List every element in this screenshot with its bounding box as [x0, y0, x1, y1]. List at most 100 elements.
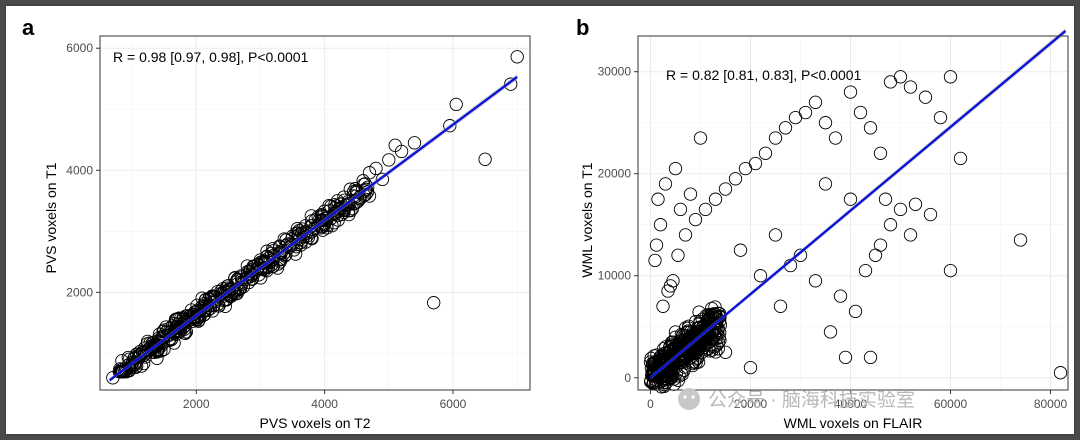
chart-svg: a 2000 4000 6000 2000 4000 6000 R = 0.98 [0.… [22, 15, 1069, 431]
data-point [848, 304, 863, 319]
data-point [943, 70, 958, 84]
data-point [708, 300, 722, 314]
data-point [427, 296, 441, 310]
data-point [697, 338, 712, 352]
data-point [893, 70, 908, 84]
data-point [694, 328, 708, 342]
y-axis-title-a: PVS voxels on T1 [43, 162, 59, 273]
data-point [903, 80, 918, 94]
panel-b: b 0 10000 20000 30000 0 20000 40000 60000 80000… [576, 15, 1069, 431]
data-point [653, 218, 668, 232]
data-point [253, 253, 268, 267]
data-point [1053, 366, 1068, 380]
y-tick-label: 6000 [66, 41, 93, 55]
x-tick-label: 80000 [1034, 397, 1068, 411]
data-point [277, 232, 291, 246]
data-point [708, 192, 723, 206]
data-point [692, 305, 706, 319]
y-tick-label: 0 [624, 371, 631, 385]
data-point [478, 152, 492, 166]
data-point [688, 212, 703, 227]
data-point [312, 217, 326, 231]
y-ticks-b: 0 10000 20000 30000 [598, 65, 638, 385]
x-tick-label: 4000 [311, 397, 338, 411]
data-point [664, 335, 679, 350]
panel-frame-b [637, 35, 1069, 391]
panel-letter-b: b [576, 15, 589, 40]
data-point [808, 274, 823, 288]
data-point [668, 161, 683, 176]
data-point [683, 187, 698, 201]
data-point [178, 326, 192, 340]
data-point [382, 153, 396, 167]
data-point [510, 50, 524, 64]
data-point [656, 299, 670, 313]
data-point [728, 172, 743, 186]
x-tick-label: 6000 [440, 397, 467, 411]
x-ticks-b: 0 20000 40000 60000 80000 [647, 390, 1068, 411]
data-point [331, 204, 345, 219]
data-point [883, 75, 898, 89]
data-point [778, 121, 793, 135]
y-tick-label: 4000 [66, 163, 93, 177]
data-point [768, 228, 783, 242]
data-point [305, 214, 319, 228]
data-point [748, 156, 763, 171]
x-axis-title-a: PVS voxels on T2 [259, 415, 370, 431]
y-axis-title-b: WML voxels on T1 [579, 162, 595, 277]
grid-b [638, 36, 1068, 390]
panel-frame-a [99, 35, 531, 391]
data-point [279, 233, 293, 247]
data-point [228, 271, 242, 285]
data-point [121, 350, 135, 365]
data-point [358, 184, 372, 198]
data-point [116, 365, 130, 379]
data-point [449, 97, 463, 112]
data-point [843, 85, 858, 99]
data-point [119, 361, 133, 375]
data-point [943, 263, 958, 278]
data-point [252, 259, 266, 273]
fit-line-group-b [649, 27, 1067, 380]
data-point [253, 261, 268, 276]
data-point [332, 201, 346, 216]
data-point [908, 197, 923, 211]
data-point [788, 110, 803, 125]
data-point [170, 313, 184, 327]
data-point [718, 345, 733, 359]
data-point [342, 204, 356, 218]
data-point [134, 359, 149, 373]
wechat-icon-eye-right [691, 395, 695, 399]
fit-line [649, 29, 1067, 379]
data-point [683, 325, 698, 339]
watermark-text: 公众号 · 脑海科技实验室 [708, 389, 915, 411]
data-point [375, 172, 390, 187]
data-point [300, 226, 314, 240]
y-tick-label: 10000 [598, 269, 632, 283]
data-point [646, 358, 660, 372]
data-point [125, 357, 139, 371]
data-point [666, 274, 680, 288]
data-point [768, 131, 783, 145]
data-point [693, 131, 708, 145]
data-point [678, 228, 693, 242]
fit-line-group-a [108, 73, 518, 383]
data-point [833, 289, 848, 303]
y-tick-label: 30000 [598, 65, 632, 79]
data-point [215, 286, 229, 301]
data-point [646, 365, 661, 379]
fit-line [108, 75, 518, 382]
data-point [858, 263, 873, 278]
annotation-a: R = 0.98 [0.97, 0.98], P<0.0001 [113, 49, 309, 65]
data-point [651, 192, 665, 206]
points-b [643, 70, 1068, 394]
data-point [317, 204, 332, 218]
panel-a: a 2000 4000 6000 2000 4000 6000 R = 0.98 [0.… [22, 15, 531, 431]
data-point [873, 238, 888, 252]
y-ticks-a: 2000 4000 6000 [66, 41, 100, 299]
data-point [679, 341, 693, 355]
data-point [893, 202, 908, 217]
x-tick-label: 2000 [183, 397, 210, 411]
x-tick-label: 0 [647, 397, 654, 411]
data-point [388, 138, 402, 152]
